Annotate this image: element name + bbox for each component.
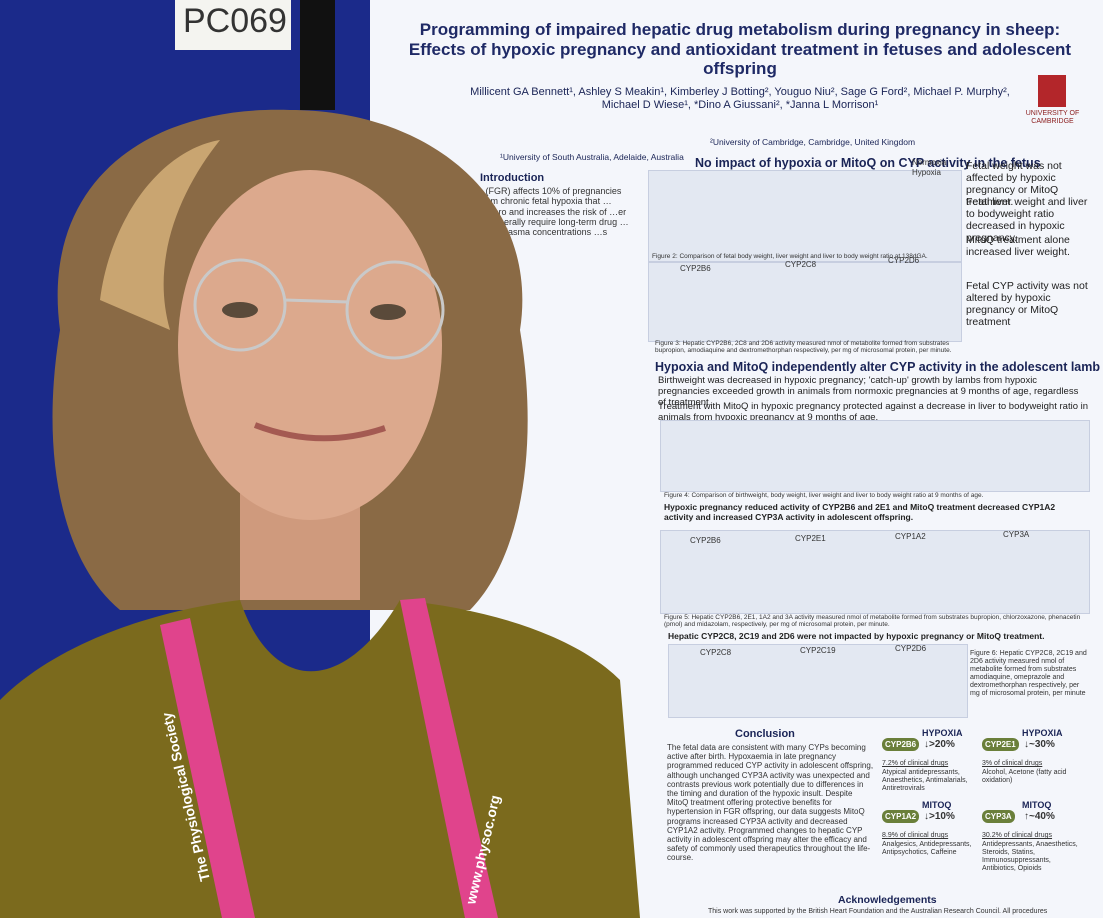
finding: Fetal liver weight and liver to bodyweig… bbox=[966, 196, 1088, 245]
subheading: Hypoxic pregnancy reduced activity of CY… bbox=[664, 502, 1056, 522]
logo-text: UNIVERSITY OF CAMBRIDGE bbox=[1025, 110, 1080, 126]
drug-list: Analgesics, Antidepressants, Antipsychot… bbox=[882, 841, 972, 857]
eye bbox=[222, 302, 258, 318]
stand-pole bbox=[300, 0, 335, 110]
panel-label: CYP2C8 bbox=[700, 648, 732, 657]
figure-caption: Figure 4: Comparison of birthweight, bod… bbox=[664, 492, 984, 499]
drug-share: 8.9% of clinical drugs bbox=[882, 832, 949, 839]
panel-label: CYP2B6 bbox=[680, 264, 711, 273]
affiliation: ²University of Cambridge, Cambridge, Uni… bbox=[710, 137, 916, 147]
figure-panel bbox=[660, 420, 1090, 492]
panel-label: CYP2C8 bbox=[785, 260, 817, 269]
figure-panel bbox=[668, 644, 968, 718]
drug-list: Antidepressants, Anaesthetics, Steroids,… bbox=[982, 841, 1078, 873]
panel-label: CYP2B6 bbox=[690, 536, 721, 545]
affiliation: ¹University of South Australia, Adelaide… bbox=[500, 152, 684, 162]
drug-list: Alcohol, Acetone (fatty acid oxidation) bbox=[982, 769, 1067, 785]
legend-entry: Hypoxia bbox=[912, 168, 941, 177]
glasses-lens bbox=[345, 260, 445, 360]
finding: Birthweight was decreased in hypoxic pre… bbox=[658, 375, 1079, 408]
glasses-bridge bbox=[284, 298, 349, 304]
figure-caption: Figure 3: Hepatic CYP2B6, 2C8 and 2D6 ac… bbox=[655, 340, 952, 355]
hair-highlight bbox=[100, 140, 220, 330]
figure-caption: Figure 6: Hepatic CYP2C8, 2C19 and 2D6 a… bbox=[970, 650, 1087, 698]
figure-caption: Figure 5: Hepatic CYP2B6, 2E1, 1A2 and 3… bbox=[664, 614, 1081, 629]
effect-change: ↓>10% bbox=[924, 811, 955, 822]
section-heading: Hypoxia and MitoQ independently alter CY… bbox=[655, 360, 1101, 374]
panel-label: CYP1A2 bbox=[895, 532, 926, 541]
board-tag bbox=[175, 0, 291, 50]
effect-group: HYPOXIA bbox=[922, 728, 963, 738]
panel-label: CYP2D6 bbox=[888, 256, 920, 265]
effect-group: HYPOXIA bbox=[1022, 728, 1063, 738]
enzyme-badge: CYP3A bbox=[982, 810, 1015, 824]
panel-label: CYP2E1 bbox=[795, 534, 826, 543]
effect-change: ↓~30% bbox=[1024, 739, 1055, 750]
subheading: Hepatic CYP2C8, 2C19 and 2D6 were not im… bbox=[668, 631, 1045, 641]
figure-panel bbox=[648, 262, 962, 342]
figure-caption: Figure 2: Comparison of fetal body weigh… bbox=[652, 253, 928, 260]
drug-share: 3% of clinical drugs bbox=[982, 760, 1043, 767]
section-heading: No impact of hypoxia or MitoQ on CYP act… bbox=[695, 156, 1041, 170]
finding: Treatment with MitoQ in hypoxic pregnanc… bbox=[658, 401, 1089, 423]
drug-share: 30.2% of clinical drugs bbox=[982, 832, 1053, 839]
effect-group: MITOQ bbox=[922, 800, 952, 810]
enzyme-badge: CYP1A2 bbox=[882, 810, 920, 824]
crest bbox=[1038, 75, 1066, 107]
section-heading: Introduction bbox=[480, 172, 545, 184]
section-heading: Conclusion bbox=[735, 728, 795, 740]
section-heading: Acknowledgements bbox=[838, 894, 937, 906]
board-label: PC069 bbox=[183, 2, 287, 40]
shirt bbox=[0, 600, 640, 918]
enzyme-badge: CYP2B6 bbox=[882, 738, 920, 752]
effect-change: ↓>20% bbox=[924, 739, 955, 750]
panel-label: CYP2D6 bbox=[895, 644, 927, 653]
lanyard bbox=[160, 618, 255, 918]
glasses-lens bbox=[193, 258, 287, 352]
conclusion-text: The fetal data are consistent with many … bbox=[667, 743, 874, 863]
panel-label: CYP3A bbox=[1003, 530, 1030, 539]
finding: MitoQ treatment alone increased liver we… bbox=[966, 234, 1070, 259]
legend-entry: Normoxia bbox=[912, 158, 947, 167]
eye bbox=[370, 304, 406, 320]
lanyard bbox=[400, 598, 498, 918]
ack-text: This work was supported by the British H… bbox=[708, 908, 1048, 915]
authors: Millicent GA Bennett¹, Ashley S Meakin¹,… bbox=[470, 86, 1010, 111]
finding: Fetal weight was not affected by hypoxic… bbox=[966, 160, 1062, 209]
poster-title: Programming of impaired hepatic drug met… bbox=[408, 20, 1072, 79]
figure-panel bbox=[660, 530, 1090, 614]
drug-share: 7.2% of clinical drugs bbox=[882, 760, 949, 767]
enzyme-badge: CYP2E1 bbox=[982, 738, 1019, 752]
finding: Fetal CYP activity was not altered by hy… bbox=[966, 280, 1088, 329]
effect-group: MITOQ bbox=[1022, 800, 1052, 810]
smile bbox=[253, 422, 386, 442]
figure-panel bbox=[648, 170, 962, 262]
panel-label: CYP2C19 bbox=[800, 646, 836, 655]
drug-list: Atypical antidepressants, Anaesthetics, … bbox=[882, 769, 968, 793]
effect-change: ↑~40% bbox=[1024, 811, 1055, 822]
